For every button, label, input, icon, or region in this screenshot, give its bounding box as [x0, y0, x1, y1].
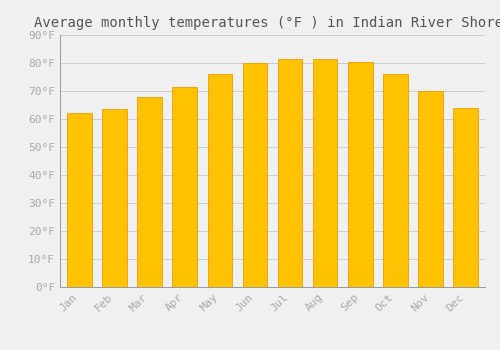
Bar	[172, 87, 197, 287]
Bar	[348, 62, 372, 287]
Bar	[67, 113, 92, 287]
Bar	[138, 97, 162, 287]
Bar	[454, 108, 478, 287]
Bar	[242, 63, 267, 287]
Bar	[313, 59, 338, 287]
Bar	[383, 74, 407, 287]
Bar	[278, 59, 302, 287]
Bar	[418, 91, 443, 287]
Title: Average monthly temperatures (°F ) in Indian River Shores: Average monthly temperatures (°F ) in In…	[34, 16, 500, 30]
Bar	[102, 109, 126, 287]
Bar	[208, 74, 232, 287]
